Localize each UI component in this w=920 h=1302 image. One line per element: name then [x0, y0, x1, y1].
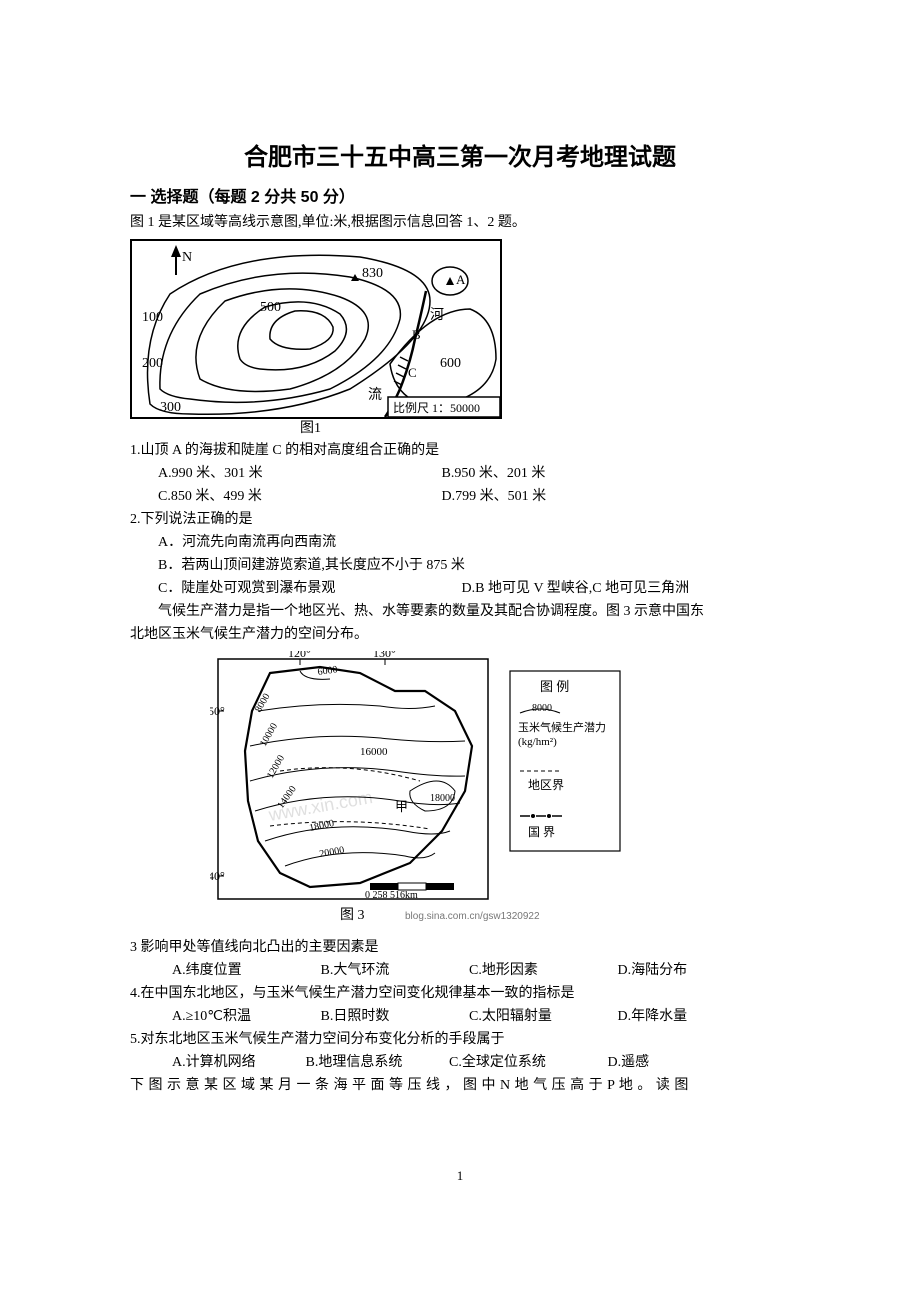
q3-opt-b: B.大气环流 [321, 960, 466, 981]
svg-text:流: 流 [368, 387, 382, 403]
q5-opt-b: B.地理信息系统 [306, 1052, 446, 1073]
q5-opt-a: A.计算机网络 [172, 1052, 302, 1073]
q3-opt-c: C.地形因素 [469, 960, 614, 981]
svg-text:18000: 18000 [430, 793, 455, 804]
q4-opt-b: B.日照时数 [321, 1006, 466, 1027]
q3-stem: 3 影响甲处等值线向北凸出的主要因素是 [130, 937, 790, 958]
svg-text:N: N [182, 250, 192, 265]
svg-text:500: 500 [260, 300, 281, 315]
svg-text:图1: 图1 [300, 421, 321, 434]
q2-opt-d: D.B 地可见 V 型峡谷,C 地可见三角洲 [462, 578, 690, 599]
q5-stem: 5.对东北地区玉米气候生产潜力空间分布变化分析的手段属于 [130, 1029, 790, 1050]
q3-opt-a: A.纬度位置 [172, 960, 317, 981]
page-title: 合肥市三十五中高三第一次月考地理试题 [130, 140, 790, 176]
q5-opts: A.计算机网络 B.地理信息系统 C.全球定位系统 D.遥感 [130, 1052, 790, 1073]
svg-text:玉米气候生产潜力: 玉米气候生产潜力 [518, 720, 606, 734]
svg-text:地区界: 地区界 [528, 778, 564, 792]
svg-text:A: A [456, 272, 466, 287]
svg-text:100: 100 [142, 310, 163, 325]
q2-opt-a: A．河流先向南流再向西南流 [130, 532, 790, 553]
q3-opt-d: D.海陆分布 [618, 960, 688, 981]
svg-text:图 3: 图 3 [340, 908, 365, 923]
q4-opt-d: D.年降水量 [618, 1006, 688, 1027]
svg-text:C: C [408, 365, 417, 380]
svg-text:8000: 8000 [532, 703, 552, 714]
q1-opt-a: A.990 米、301 米 [158, 463, 438, 484]
svg-text:6000: 6000 [317, 664, 338, 678]
q1-row2: C.850 米、499 米 D.799 米、501 米 [130, 486, 790, 507]
q2-row-cd: C．陡崖处可观赏到瀑布景观 D.B 地可见 V 型峡谷,C 地可见三角洲 [130, 578, 790, 599]
q1-opt-c: C.850 米、499 米 [158, 486, 438, 507]
q3-opts: A.纬度位置 B.大气环流 C.地形因素 D.海陆分布 [130, 960, 790, 981]
q4-opts: A.≥10℃积温 B.日照时数 C.太阳辐射量 D.年降水量 [130, 1006, 790, 1027]
q1-opt-d: D.799 米、501 米 [442, 486, 547, 507]
svg-text:50°: 50° [210, 704, 225, 718]
svg-text:比例尺 1：50000: 比例尺 1：50000 [393, 401, 480, 415]
section-heading: 一 选择题（每题 2 分共 50 分） [130, 186, 790, 210]
svg-text:120°: 120° [288, 651, 311, 660]
svg-text:300: 300 [160, 400, 181, 415]
svg-text:国 界: 国 界 [528, 825, 555, 839]
q4-stem: 4.在中国东北地区，与玉米气候生产潜力空间变化规律基本一致的指标是 [130, 983, 790, 1004]
svg-text:16000: 16000 [360, 746, 388, 758]
q5-opt-c: C.全球定位系统 [449, 1052, 604, 1073]
svg-text:40°: 40° [210, 869, 225, 883]
svg-text:B: B [412, 327, 421, 342]
svg-text:0 258 516km: 0 258 516km [365, 890, 418, 901]
q2-opt-c: C．陡崖处可观赏到瀑布景观 [158, 578, 458, 599]
svg-text:830: 830 [362, 266, 383, 281]
intro-q345-l2: 北地区玉米气候生产潜力的空间分布。 [130, 624, 790, 645]
q1-opt-b: B.950 米、201 米 [442, 463, 546, 484]
svg-text:12000: 12000 [265, 753, 287, 780]
q4-opt-a: A.≥10℃积温 [172, 1006, 317, 1027]
intro-q6: 下 图 示 意 某 区 域 某 月 一 条 海 平 面 等 压 线 ， 图 中 … [130, 1075, 790, 1096]
svg-text:130°: 130° [373, 651, 396, 660]
svg-text:图 例: 图 例 [540, 679, 569, 694]
figure-3: www.xin.com 120° 130° 50° 40° [130, 651, 790, 931]
intro-q12: 图 1 是某区域等高线示意图,单位:米,根据图示信息回答 1、2 题。 [130, 212, 790, 233]
svg-text:8000: 8000 [253, 692, 273, 715]
svg-text:(kg/hm²): (kg/hm²) [518, 736, 557, 748]
svg-text:200: 200 [142, 356, 163, 371]
intro-q345-l1: 气候生产潜力是指一个地区光、热、水等要素的数量及其配合协调程度。图 3 示意中国… [130, 601, 790, 622]
figure-3-svg: www.xin.com 120° 130° 50° 40° [210, 651, 630, 931]
svg-text:20000: 20000 [319, 845, 346, 860]
q1-stem: 1.山顶 A 的海拔和陡崖 C 的相对高度组合正确的是 [130, 440, 790, 461]
svg-text:blog.sina.com.cn/gsw1320922: blog.sina.com.cn/gsw1320922 [405, 911, 540, 922]
q4-opt-c: C.太阳辐射量 [469, 1006, 614, 1027]
q5-opt-d: D.遥感 [608, 1052, 650, 1073]
figure-1: N A 100 [130, 239, 790, 434]
q1-row1: A.990 米、301 米 B.950 米、201 米 [130, 463, 790, 484]
svg-text:600: 600 [440, 356, 461, 371]
q2-opt-b: B．若两山顶间建游览索道,其长度应不小于 875 米 [130, 555, 790, 576]
svg-text:10000: 10000 [258, 721, 280, 748]
svg-text:甲: 甲 [395, 799, 408, 814]
exam-page: 合肥市三十五中高三第一次月考地理试题 一 选择题（每题 2 分共 50 分） 图… [0, 0, 920, 1226]
page-number: 1 [130, 1166, 790, 1186]
q2-stem: 2.下列说法正确的是 [130, 509, 790, 530]
figure-1-svg: N A 100 [130, 239, 502, 434]
svg-text:18000: 18000 [308, 818, 335, 834]
svg-text:河: 河 [430, 307, 444, 323]
